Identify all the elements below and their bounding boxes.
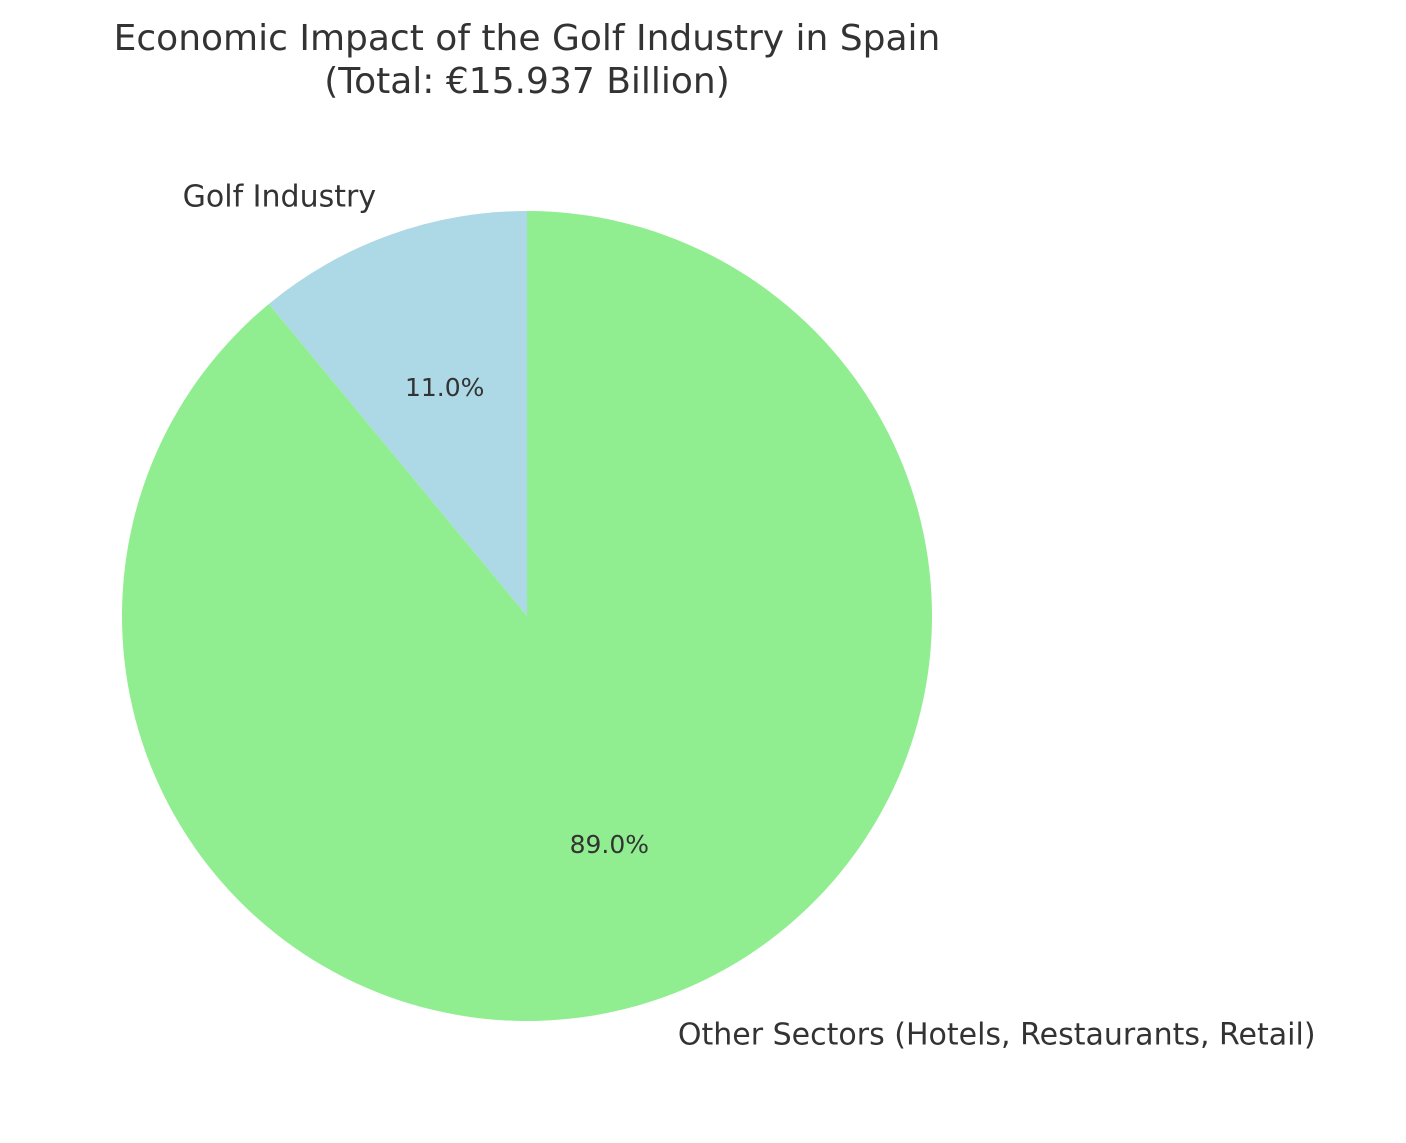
pie-slice-1 <box>122 211 933 1022</box>
pie-pct-label-1: 89.0% <box>570 830 649 859</box>
pie-pct-label-0: 11.0% <box>405 373 484 402</box>
pie-slice-0 <box>268 211 527 616</box>
pie-category-label-0: Golf Industry <box>183 179 376 214</box>
pie-category-label-1: Other Sectors (Hotels, Restaurants, Reta… <box>678 1018 1316 1053</box>
pie-labels: 11.0% Golf Industry 89.0% Other Sectors (Ho… <box>183 179 1316 1052</box>
chart-subtitle: (Total: €15.937 Billion) <box>324 61 730 102</box>
pie-slices <box>122 211 933 1022</box>
chart-title: Economic Impact of the Golf Industry in … <box>114 18 941 59</box>
